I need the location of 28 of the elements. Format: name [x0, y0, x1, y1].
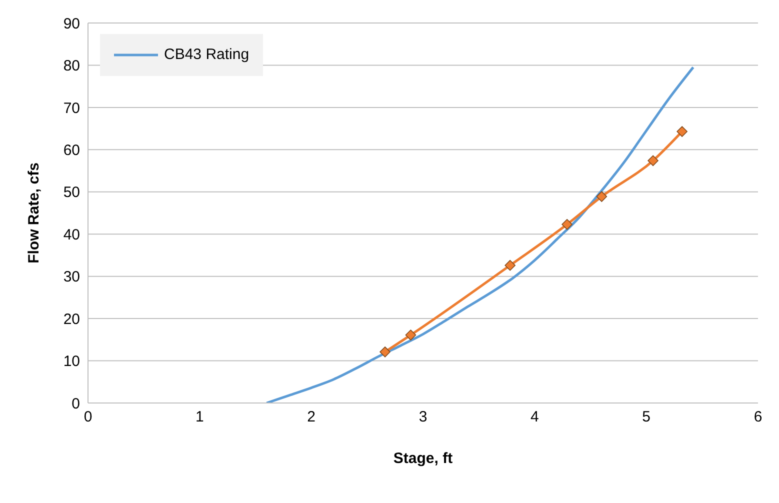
y-tick-label: 50 [63, 184, 80, 202]
y-tick-label: 20 [63, 310, 80, 328]
point [405, 330, 416, 340]
point [562, 219, 572, 230]
y-tick-label: 10 [63, 353, 80, 370]
x-tick-label: 1 [195, 408, 204, 426]
y-axis-title: Flow Rate, cfs [25, 162, 42, 264]
y-tick-label: 60 [63, 142, 80, 159]
point [380, 346, 390, 358]
point [648, 155, 658, 166]
y-tick-label: 30 [63, 268, 80, 286]
legend-label: CB43 Rating [164, 45, 250, 65]
point [504, 260, 516, 271]
y-tick-label: 0 [72, 395, 80, 412]
point [676, 126, 688, 137]
x-axis-title: Stage, ft [393, 450, 453, 467]
x-tick-label: 3 [418, 408, 428, 426]
x-tick-label: 2 [307, 408, 316, 426]
point [596, 191, 608, 202]
x-tick-label: 5 [642, 408, 651, 426]
y-tick-label: 90 [63, 15, 80, 32]
x-tick-label: 0 [84, 408, 92, 426]
y-tick-label: 40 [63, 226, 80, 244]
x-tick-label: 4 [530, 408, 539, 426]
x-tick-label: 6 [754, 408, 762, 426]
y-tick-label: 80 [63, 58, 80, 75]
y-tick-label: 70 [63, 100, 80, 117]
line-series [265, 66, 694, 403]
